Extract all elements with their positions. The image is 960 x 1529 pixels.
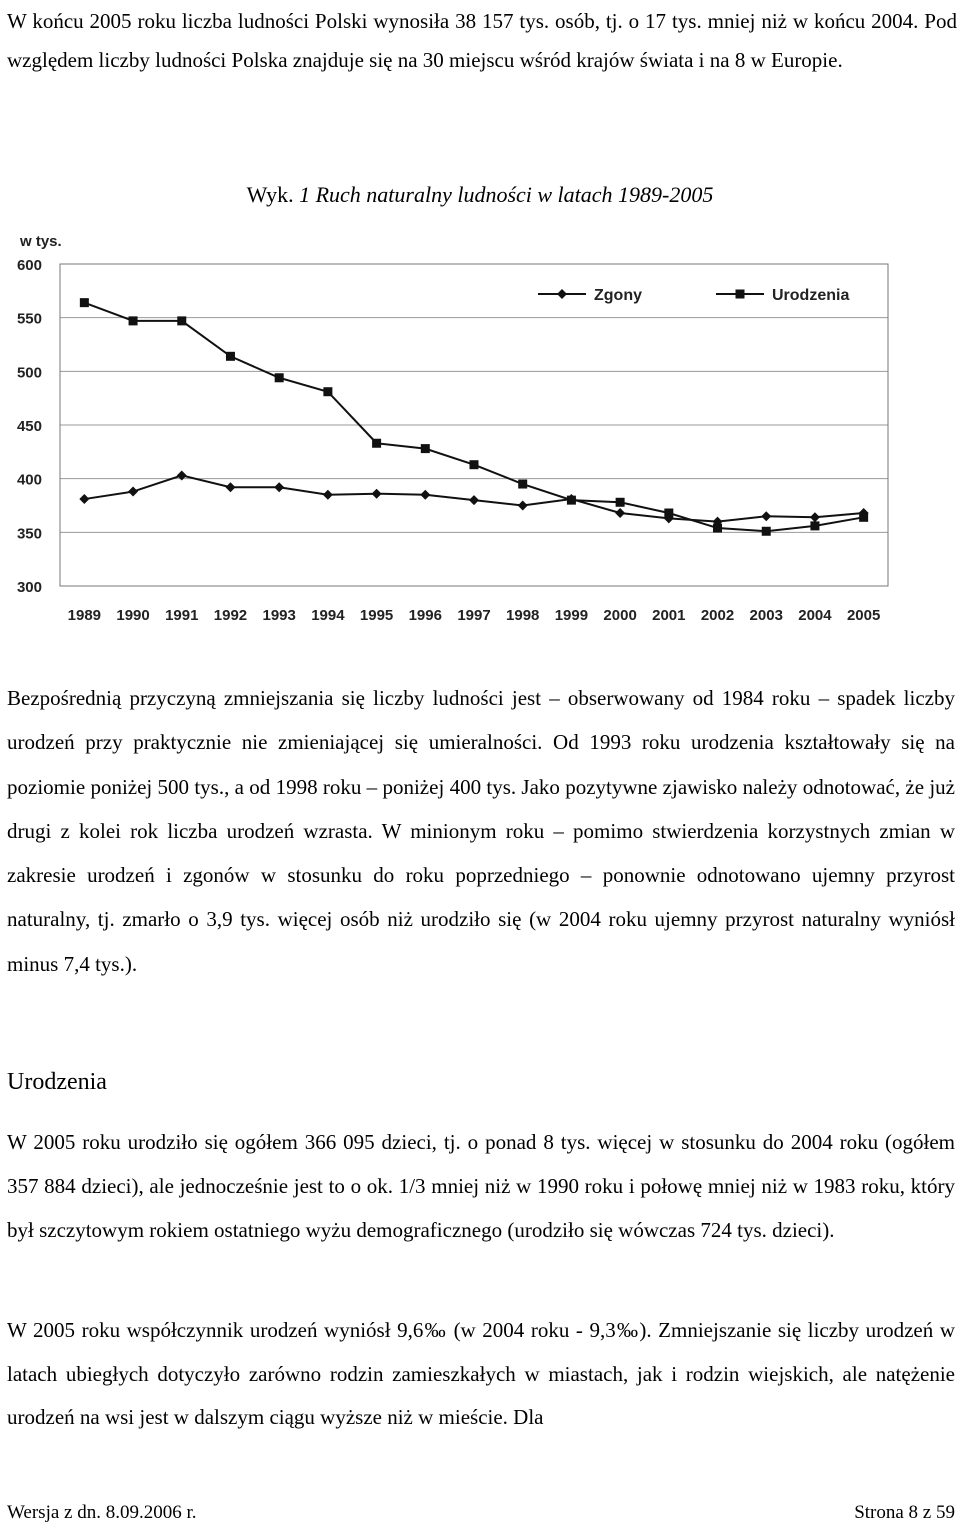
y-tick-label: 500 [17,364,42,381]
legend-label-urodzenia: Urodzenia [772,287,849,304]
data-point-urodzenia [128,316,138,326]
footer-version: Wersja z dn. 8.09.2006 r. [7,1502,197,1523]
data-point-zgony [176,470,187,481]
intro-paragraph: W końcu 2005 roku liczba ludności Polski… [7,9,957,72]
data-point-zgony [225,482,236,493]
chart-legend: Zgony Urodzenia [538,287,849,304]
figure-title: 1 Ruch naturalny ludności w latach 1989-… [299,182,714,207]
legend-marker-urodzenia [735,289,745,299]
data-point-urodzenia [323,387,333,397]
chart-svg: 300 350 400 450 500 550 600 w tys. 1989 1990 1991 1… [17,233,889,624]
y-tick-label: 400 [17,472,42,489]
data-point-urodzenia [664,508,674,518]
data-point-zgony [420,489,431,500]
data-point-urodzenia [420,444,430,454]
data-point-urodzenia [615,497,625,507]
data-point-urodzenia [566,495,576,505]
x-tick-label: 1990 [116,607,149,624]
data-point-zgony [517,500,528,511]
figure-label: Wyk. [246,182,294,207]
data-point-zgony [371,488,382,499]
chart-series [79,298,869,536]
x-tick-label: 1998 [506,607,539,624]
x-tick-label: 2004 [798,607,832,624]
y-axis-label: w tys. [19,233,62,250]
data-point-urodzenia [761,526,771,536]
x-tick-label: 2002 [701,607,734,624]
page-footer: Wersja z dn. 8.09.2006 r. Strona 8 z 59 [7,1502,955,1524]
data-point-urodzenia [225,351,235,361]
x-tick-label: 1999 [555,607,588,624]
plot-frame [59,263,889,587]
y-tick-label: 600 [17,257,42,274]
data-point-urodzenia [518,479,528,489]
y-tick-label: 450 [17,418,42,435]
section-heading-births: Urodzenia [7,1069,107,1095]
births-paragraph: W 2005 roku urodziło się ogółem 366 095 … [7,1130,955,1242]
chart-axes: 300 350 400 450 500 550 600 w tys. 1989 1990 1991 1… [17,233,889,624]
causes-paragraph: Bezpośrednią przyczyną zmniejszania się … [7,686,955,976]
data-point-urodzenia [859,512,869,522]
data-point-urodzenia [713,523,723,533]
birth-rate-paragraph: W 2005 roku współczynnik urodzeń wyniósł… [7,1318,955,1429]
x-tick-label: 1993 [262,607,295,624]
footer-page-number: Strona 8 z 59 [854,1502,955,1523]
data-point-urodzenia [79,298,89,308]
data-point-urodzenia [274,373,284,383]
x-tick-label: 1994 [311,607,345,624]
x-tick-label: 1997 [457,607,490,624]
x-tick-label: 2001 [652,607,685,624]
birth-death-chart: 300 350 400 450 500 550 600 w tys. 1989 1990 1991 1… [0,228,960,638]
data-point-zgony [322,489,333,500]
x-tick-label: 2003 [750,607,783,624]
x-tick-label: 1991 [165,607,198,624]
x-tick-label: 2000 [603,607,636,624]
legend-label-zgony: Zgony [594,287,642,304]
x-tick-label: 2005 [847,607,880,624]
figure-caption: Wyk. 1 Ruch naturalny ludności w latach … [0,180,960,210]
chart-gridlines [60,263,888,587]
y-tick-label: 550 [17,311,42,328]
y-tick-label: 350 [17,525,42,542]
legend-marker-zgony [557,289,567,299]
data-point-zgony [761,511,772,522]
data-point-urodzenia [372,438,382,448]
data-point-zgony [79,494,90,505]
data-point-zgony [615,508,626,519]
x-tick-label: 1995 [360,607,393,624]
data-point-zgony [809,512,820,523]
x-tick-label: 1996 [409,607,442,624]
data-point-urodzenia [469,460,479,470]
data-point-urodzenia [810,521,820,531]
x-tick-label: 1992 [214,607,247,624]
data-point-zgony [274,482,285,493]
data-point-zgony [469,495,479,506]
data-point-urodzenia [177,316,187,326]
x-tick-label: 1989 [68,607,101,624]
data-point-zgony [128,486,139,497]
y-tick-label: 300 [17,579,42,596]
